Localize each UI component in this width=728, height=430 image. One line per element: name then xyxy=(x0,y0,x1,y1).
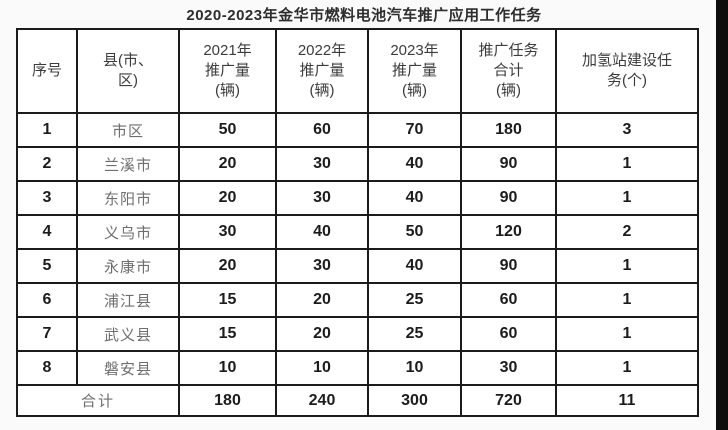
cell-index: 2 xyxy=(16,146,78,182)
cell-total: 90 xyxy=(460,180,557,216)
cell-index: 3 xyxy=(16,180,78,216)
table-row: 5 永康市 20 30 40 90 1 xyxy=(16,248,699,284)
table-row: 8 磐安县 10 10 10 30 1 xyxy=(16,350,699,386)
cell-2022: 30 xyxy=(275,248,369,284)
promotion-task-table: 序号 县(市、 区) 2021年 推广量 (辆) 2022年 推广量 (辆) 2… xyxy=(16,28,699,417)
footer-total-label: 合计 xyxy=(16,384,180,417)
footer-total-stations: 11 xyxy=(555,384,699,417)
cell-county: 武义县 xyxy=(76,316,180,352)
page-title: 2020-2023年金华市燃料电池汽车推广应用工作任务 xyxy=(186,7,542,24)
cell-stations: 1 xyxy=(555,248,699,284)
table-row: 2 兰溪市 20 30 40 90 1 xyxy=(16,146,699,182)
footer-total-2023: 300 xyxy=(367,384,462,417)
cell-2023: 40 xyxy=(367,146,462,182)
cell-total: 60 xyxy=(460,316,557,352)
cell-total: 180 xyxy=(460,112,557,148)
right-edge-bar xyxy=(716,0,728,430)
col-header-county: 县(市、 区) xyxy=(76,28,180,114)
cell-2022: 60 xyxy=(275,112,369,148)
cell-stations: 1 xyxy=(555,350,699,386)
table-row: 1 市区 50 60 70 180 3 xyxy=(16,112,699,148)
cell-2021: 20 xyxy=(178,180,277,216)
cell-county: 东阳市 xyxy=(76,180,180,216)
cell-index: 1 xyxy=(16,112,78,148)
cell-stations: 1 xyxy=(555,282,699,318)
col-header-2023: 2023年 推广量 (辆) xyxy=(367,28,462,114)
table-row: 4 义乌市 30 40 50 120 2 xyxy=(16,214,699,250)
cell-2022: 20 xyxy=(275,316,369,352)
cell-2023: 50 xyxy=(367,214,462,250)
col-header-index: 序号 xyxy=(16,28,78,114)
cell-total: 30 xyxy=(460,350,557,386)
cell-2021: 10 xyxy=(178,350,277,386)
cell-2023: 25 xyxy=(367,316,462,352)
cell-stations: 2 xyxy=(555,214,699,250)
cell-county: 市区 xyxy=(76,112,180,148)
table-header-row: 序号 县(市、 区) 2021年 推广量 (辆) 2022年 推广量 (辆) 2… xyxy=(16,28,699,114)
cell-2021: 15 xyxy=(178,316,277,352)
cell-2022: 10 xyxy=(275,350,369,386)
cell-stations: 1 xyxy=(555,146,699,182)
cell-2021: 15 xyxy=(178,282,277,318)
footer-total-2021: 180 xyxy=(178,384,277,417)
cell-stations: 1 xyxy=(555,180,699,216)
cell-county: 义乌市 xyxy=(76,214,180,250)
cell-2023: 25 xyxy=(367,282,462,318)
cell-2022: 30 xyxy=(275,180,369,216)
cell-2021: 50 xyxy=(178,112,277,148)
cell-2022: 40 xyxy=(275,214,369,250)
cell-stations: 1 xyxy=(555,316,699,352)
cell-2023: 40 xyxy=(367,180,462,216)
cell-2023: 10 xyxy=(367,350,462,386)
cell-index: 7 xyxy=(16,316,78,352)
table-row: 7 武义县 15 20 25 60 1 xyxy=(16,316,699,352)
cell-2023: 40 xyxy=(367,248,462,284)
cell-total: 60 xyxy=(460,282,557,318)
col-header-total: 推广任务 合计 (辆) xyxy=(460,28,557,114)
cell-stations: 3 xyxy=(555,112,699,148)
cell-county: 兰溪市 xyxy=(76,146,180,182)
col-header-stations: 加氢站建设任 务(个) xyxy=(555,28,699,114)
cell-county: 永康市 xyxy=(76,248,180,284)
cell-index: 4 xyxy=(16,214,78,250)
cell-2021: 20 xyxy=(178,248,277,284)
cell-total: 90 xyxy=(460,146,557,182)
cell-index: 8 xyxy=(16,350,78,386)
cell-index: 5 xyxy=(16,248,78,284)
cell-2021: 20 xyxy=(178,146,277,182)
cell-index: 6 xyxy=(16,282,78,318)
table-row: 3 东阳市 20 30 40 90 1 xyxy=(16,180,699,216)
table-footer-row: 合计 180 240 300 720 11 xyxy=(16,384,699,417)
footer-total-2022: 240 xyxy=(275,384,369,417)
footer-total-sum: 720 xyxy=(460,384,557,417)
cell-2021: 30 xyxy=(178,214,277,250)
cell-county: 磐安县 xyxy=(76,350,180,386)
cell-2022: 20 xyxy=(275,282,369,318)
cell-2023: 70 xyxy=(367,112,462,148)
cell-county: 浦江县 xyxy=(76,282,180,318)
cell-total: 120 xyxy=(460,214,557,250)
col-header-2022: 2022年 推广量 (辆) xyxy=(275,28,369,114)
cell-2022: 30 xyxy=(275,146,369,182)
cell-total: 90 xyxy=(460,248,557,284)
table-row: 6 浦江县 15 20 25 60 1 xyxy=(16,282,699,318)
col-header-2021: 2021年 推广量 (辆) xyxy=(178,28,277,114)
